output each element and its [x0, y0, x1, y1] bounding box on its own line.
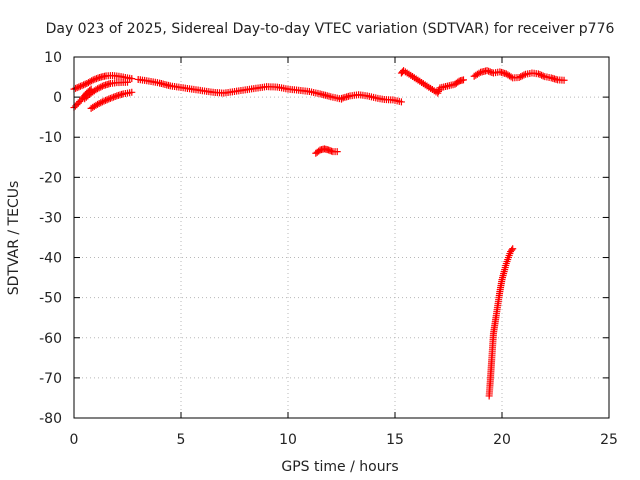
data-point-marker [98, 98, 106, 106]
data-point-marker [81, 80, 89, 88]
plot-frame [73, 56, 610, 419]
data-point-marker [111, 93, 119, 101]
x-tick-label: 5 [177, 432, 186, 448]
data-point-marker [459, 76, 467, 84]
data-point-marker [72, 84, 80, 92]
data-point-marker [536, 71, 544, 79]
y-tick-label: 0 [53, 90, 62, 106]
y-tick-label: -60 [39, 331, 62, 347]
data-point-marker [92, 75, 100, 83]
data-point-marker [483, 67, 491, 75]
y-tick-label: -20 [39, 170, 62, 186]
data-point-marker [94, 85, 102, 93]
data-point-marker [518, 72, 526, 80]
data-point-marker [73, 84, 81, 92]
x-tick-label: 10 [279, 432, 297, 448]
data-point-marker [98, 82, 106, 90]
x-tick-label: 20 [493, 432, 511, 448]
data-point-marker [508, 246, 516, 254]
data-point-marker [88, 77, 96, 85]
data-point-marker [509, 245, 517, 253]
data-point-marker [89, 76, 97, 84]
data-point-marker [106, 94, 114, 102]
data-point-marker [110, 93, 118, 101]
data-point-marker [80, 81, 88, 89]
data-point-marker [539, 72, 547, 80]
x-axis-label: GPS time / hours [281, 459, 398, 475]
data-point-marker [105, 95, 113, 103]
data-point-marker [102, 96, 110, 104]
x-tick-label: 15 [386, 432, 404, 448]
data-point-marker [128, 75, 136, 83]
data-point-marker [103, 96, 111, 104]
chart-title: Day 023 of 2025, Sidereal Day-to-day VTE… [46, 21, 615, 37]
data-point-marker [517, 73, 525, 81]
data-point-marker [78, 82, 86, 90]
grid-lines [74, 57, 609, 418]
data-point-marker [560, 76, 568, 84]
y-tick-label: -50 [39, 291, 62, 307]
x-tick-label: 0 [70, 432, 79, 448]
y-tick-label: -30 [39, 210, 62, 226]
data-point-marker [76, 82, 84, 90]
data-point-marker [520, 71, 528, 79]
data-point-marker [97, 99, 105, 107]
data-point-marker [97, 83, 105, 91]
data-point-marker [475, 69, 483, 77]
data-point-marker [507, 73, 515, 81]
data-point-marker [515, 73, 523, 81]
data-point-marker [94, 100, 102, 108]
data-point-marker [95, 100, 103, 108]
y-tick-label: -70 [39, 371, 62, 387]
data-point-marker [100, 97, 108, 105]
data-point-marker [128, 88, 136, 96]
data-point-marker [538, 71, 546, 79]
y-axis-label: SDTVAR / TECUs [6, 181, 22, 296]
data-point-marker [534, 70, 542, 78]
data-point-marker [397, 98, 405, 106]
y-tick-label: -40 [39, 251, 62, 267]
data-point-marker [95, 84, 103, 92]
data-points [70, 67, 568, 400]
data-point-marker [124, 78, 131, 86]
data-point-marker [91, 75, 99, 83]
axis-tick-labels: 0 5 10 15 20 25 10 0 -10 -20 -30 -40 -50 -60 -70 -80 [39, 50, 618, 448]
y-tick-label: -10 [39, 130, 62, 146]
data-point-marker [75, 83, 83, 91]
y-tick-label: 10 [44, 50, 62, 66]
data-point-marker [108, 94, 116, 102]
data-point-marker [333, 148, 341, 156]
data-point-marker [485, 67, 493, 75]
x-tick-label: 25 [600, 432, 618, 448]
data-point-marker [94, 74, 102, 82]
data-point-marker [486, 68, 494, 76]
y-tick-label: -80 [39, 411, 62, 427]
